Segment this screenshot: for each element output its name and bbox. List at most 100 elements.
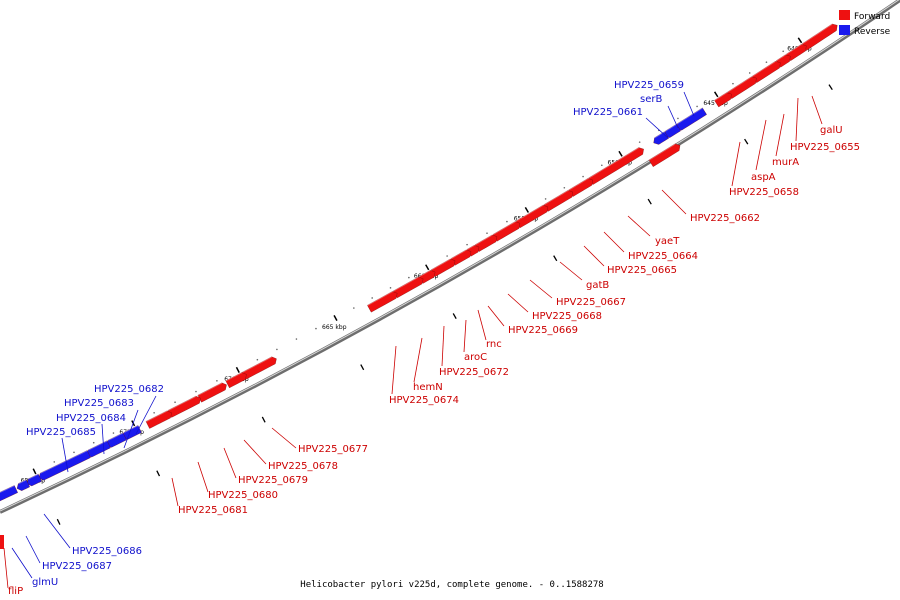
gene-label: HPV225_0662 (690, 213, 760, 224)
gene-arrow (122, 425, 142, 440)
gene-label: HPV225_0668 (532, 311, 602, 322)
gene-label: HPV225_0661 (573, 107, 643, 118)
gene-arrow (393, 276, 424, 299)
inner-tick-mark (647, 198, 652, 205)
gene-callout-line (197, 461, 209, 493)
gene-label: HPV225_0686 (72, 546, 142, 557)
inner-tick-mark (828, 84, 833, 91)
gene-callout-line (25, 535, 41, 564)
inner-tick-mark (156, 470, 161, 477)
gene-arrow-bevel (515, 204, 544, 222)
gene-arrow (474, 234, 498, 252)
tick-minor-mark (174, 401, 176, 404)
tick-major-mark (713, 91, 719, 98)
tick-minor-mark (112, 432, 115, 434)
tick-major-mark (618, 150, 623, 157)
gene-callout-line (135, 395, 157, 435)
gene-callout-line (101, 423, 105, 455)
gene-arrow (676, 107, 707, 131)
gene-callout-line (463, 319, 467, 353)
gene-arrow-bevel (87, 439, 108, 451)
gene-callout-line (123, 409, 139, 449)
gene-label: HPV225_0658 (729, 187, 799, 198)
tick-major-mark (797, 37, 803, 44)
gene-label: hemN (413, 382, 443, 393)
gene-label: HPV225_0680 (208, 490, 278, 501)
gene-label: galU (820, 125, 843, 136)
gene-label: HPV225_0659 (614, 80, 684, 91)
tick-minor-mark (748, 72, 751, 74)
gene-arrow (26, 473, 42, 487)
tick-minor-mark (408, 276, 410, 279)
gene-arrow (785, 44, 807, 62)
tick-minor-mark (466, 243, 468, 246)
gene-callout-line (507, 293, 529, 313)
gene-arrow-bevel (543, 189, 569, 206)
gene-arrow-bevel (648, 143, 676, 161)
gene-label: HPV225_0684 (56, 413, 126, 424)
gene-callout-line (811, 95, 823, 125)
gene-arrow-bevel (418, 269, 431, 278)
gene-arrow (515, 205, 549, 229)
gene-arrow-bevel (17, 479, 27, 485)
gene-callout-line (43, 513, 71, 549)
gene-callout-line (61, 437, 69, 473)
tick-minor-mark (563, 186, 566, 189)
gene-label: HPV225_0669 (508, 325, 578, 336)
gene-label: murA (772, 157, 799, 168)
gene-label: rnc (486, 339, 502, 350)
gene-arrow-bevel (225, 371, 243, 382)
gene-features (0, 23, 838, 549)
gene-arrow (241, 356, 277, 380)
gene-callout-line (755, 119, 767, 171)
genome-backbone (0, 0, 900, 514)
gene-label: HPV225_0655 (790, 142, 860, 153)
gene-arrow-bevel (39, 449, 88, 474)
map-caption: Helicobacter pylori v225d, complete geno… (300, 580, 603, 590)
inner-tick-mark (452, 313, 457, 320)
legend-reverse-swatch (839, 25, 850, 35)
tick-minor-mark (216, 379, 218, 382)
gene-arrow (16, 479, 30, 491)
tick-minor-mark (256, 358, 259, 361)
gene-arrow (543, 190, 573, 212)
gene-arrow (38, 450, 91, 481)
tick-minor-mark (582, 175, 584, 178)
tick-major-mark (333, 315, 338, 322)
tick-minor-mark (506, 220, 508, 223)
gene-labels: HPV225_0659 serB HPV225_0661 galU HPV225_065… (3, 80, 860, 597)
gene-arrow-bevel (751, 60, 776, 77)
tick-minor-mark (295, 338, 298, 340)
tick-minor-mark (276, 348, 278, 351)
gene-callout-line (529, 279, 553, 299)
gene-label: HPV225_0683 (64, 398, 134, 409)
gene-callout-line (413, 337, 423, 383)
tick-minor-mark (371, 297, 373, 299)
tick-minor-mark (53, 461, 56, 463)
tick-minor-mark (73, 451, 75, 454)
gene-arrow (727, 76, 757, 99)
gene-callout-line (559, 261, 583, 281)
gene-callout-line (661, 189, 687, 215)
gene-callout-line (667, 105, 679, 129)
gene-arrow (86, 440, 111, 458)
tick-major-mark (524, 206, 530, 213)
gene-label: HPV225_0685 (26, 427, 96, 438)
gene-callout-line (271, 427, 297, 449)
gene-label: HPV225_0672 (439, 367, 509, 378)
gene-callout-line (683, 91, 695, 117)
gene-arrow-bevel (197, 382, 223, 396)
gene-arrow-bevel (568, 177, 589, 191)
gene-arrow-bevel (785, 43, 802, 55)
gene-arrow (225, 372, 247, 389)
gene-label: HPV225_0682 (94, 384, 164, 395)
tick-minor-mark (153, 411, 155, 414)
legend-forward-label: Forward (854, 12, 890, 22)
inner-tick-mark (553, 255, 558, 262)
tick-major-mark (235, 366, 240, 373)
gene-arrow (801, 23, 838, 51)
gene-label: fliP (8, 586, 23, 597)
gene-arrow-bevel (241, 356, 272, 374)
gene-arrow-bevel (775, 54, 786, 62)
gene-label: gatB (586, 280, 609, 291)
